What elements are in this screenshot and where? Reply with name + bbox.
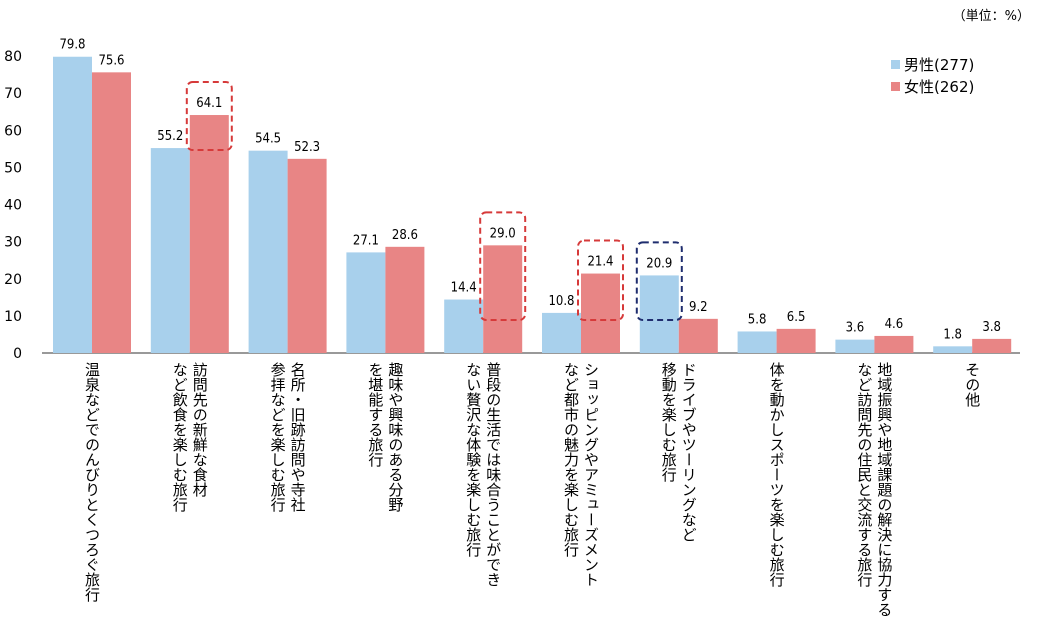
data-label: 10.8 bbox=[548, 294, 574, 309]
category-label: など都市の魅力を楽しむ旅行 bbox=[562, 362, 580, 558]
bar-male bbox=[53, 56, 92, 354]
bar-female bbox=[483, 245, 523, 353]
bar-male bbox=[639, 275, 679, 353]
bar-female bbox=[581, 273, 620, 353]
category-label: 温泉などでのんびりとくつろぐ旅行 bbox=[83, 362, 101, 603]
bar-male bbox=[150, 148, 190, 353]
data-label: 54.5 bbox=[255, 132, 281, 147]
bars bbox=[53, 56, 1012, 354]
legend-swatch bbox=[891, 60, 900, 69]
legend-label: 女性(262) bbox=[904, 78, 974, 96]
y-tick-label: 10 bbox=[4, 309, 22, 325]
data-label: 28.6 bbox=[392, 228, 418, 243]
category-label: を堪能する旅行 bbox=[366, 362, 384, 468]
category-label: ドライブやツーリングなど bbox=[680, 362, 698, 542]
data-label: 75.6 bbox=[98, 53, 124, 68]
data-label: 29.0 bbox=[490, 226, 516, 241]
data-label: 1.8 bbox=[943, 327, 962, 342]
bar-female bbox=[385, 246, 425, 353]
category-label: 名所・旧跡訪問や寺社 bbox=[289, 362, 307, 512]
unit-note: （単位：%） bbox=[953, 8, 1030, 24]
category-label: 参拝などを楽しむ旅行 bbox=[269, 362, 287, 513]
data-label: 79.8 bbox=[59, 38, 85, 53]
bar-female bbox=[776, 328, 816, 353]
bar-male bbox=[737, 331, 777, 353]
y-tick-label: 40 bbox=[4, 198, 22, 214]
y-tick-label: 60 bbox=[4, 123, 22, 139]
data-label: 6.5 bbox=[787, 310, 806, 325]
data-labels: 79.8 55.2 54.5 27.1 14.4 10.8 20.9 5.8 3.6 1.8 75.… bbox=[59, 38, 1001, 343]
data-label: 20.9 bbox=[646, 256, 672, 271]
category-label: その他 bbox=[963, 362, 981, 408]
y-tick-label: 30 bbox=[4, 235, 22, 251]
bar-female bbox=[287, 158, 327, 353]
category-label: 普段の生活では味合うことができ bbox=[484, 362, 502, 587]
highlight-box bbox=[479, 211, 527, 321]
bar-female bbox=[874, 335, 914, 353]
y-tick-label: 0 bbox=[13, 346, 22, 362]
bar-female bbox=[92, 72, 131, 354]
highlight-box bbox=[635, 241, 683, 321]
bar-female bbox=[972, 338, 1012, 353]
y-tick-label: 70 bbox=[4, 86, 22, 102]
bar-male bbox=[835, 339, 875, 353]
legend-label: 男性(277) bbox=[904, 56, 974, 74]
data-label: 4.6 bbox=[885, 317, 904, 332]
category-label: ない贅沢な体験を楽しむ旅行 bbox=[464, 362, 482, 558]
bar-male bbox=[542, 312, 581, 353]
category-label: など飲食を楽しむ旅行 bbox=[171, 362, 189, 513]
category-label: 体を動かしスポーツを楽しむ旅行 bbox=[768, 362, 786, 588]
category-label: 移動を楽しむ旅行 bbox=[660, 362, 678, 483]
legend-swatch bbox=[891, 82, 900, 91]
bar-male bbox=[346, 252, 386, 353]
data-label: 27.1 bbox=[353, 233, 379, 248]
data-label: 55.2 bbox=[157, 129, 183, 144]
bar-male bbox=[248, 150, 288, 353]
data-label: 52.3 bbox=[294, 140, 320, 155]
bar-male bbox=[444, 299, 484, 353]
category-label: 趣味や興味のある分野 bbox=[386, 362, 404, 512]
data-label: 14.4 bbox=[451, 281, 477, 296]
y-tick-label: 50 bbox=[4, 160, 22, 176]
highlight-box bbox=[577, 239, 624, 322]
legend: 男性(277) 女性(262) bbox=[891, 56, 974, 96]
category-label: 訪問先の新鮮な食材 bbox=[191, 362, 209, 497]
y-tick-label: 80 bbox=[4, 49, 22, 65]
data-label: 21.4 bbox=[587, 255, 613, 270]
category-label: など訪問先の住民と交流する旅行 bbox=[855, 362, 873, 588]
category-label: ショッピングやアミューズメント bbox=[582, 362, 600, 587]
y-tick-label: 20 bbox=[4, 272, 22, 288]
data-label: 64.1 bbox=[196, 96, 222, 111]
bar-male bbox=[933, 346, 973, 353]
bar-female bbox=[189, 115, 229, 353]
data-label: 3.6 bbox=[846, 321, 865, 336]
data-label: 9.2 bbox=[689, 300, 708, 315]
data-label: 5.8 bbox=[748, 312, 767, 327]
data-label: 3.8 bbox=[982, 320, 1001, 335]
highlight-boxes bbox=[185, 81, 683, 322]
category-label: 地域振興や地域課題の解決に協力する bbox=[875, 362, 893, 617]
bar-female bbox=[678, 318, 718, 353]
highlight-box bbox=[185, 81, 233, 152]
